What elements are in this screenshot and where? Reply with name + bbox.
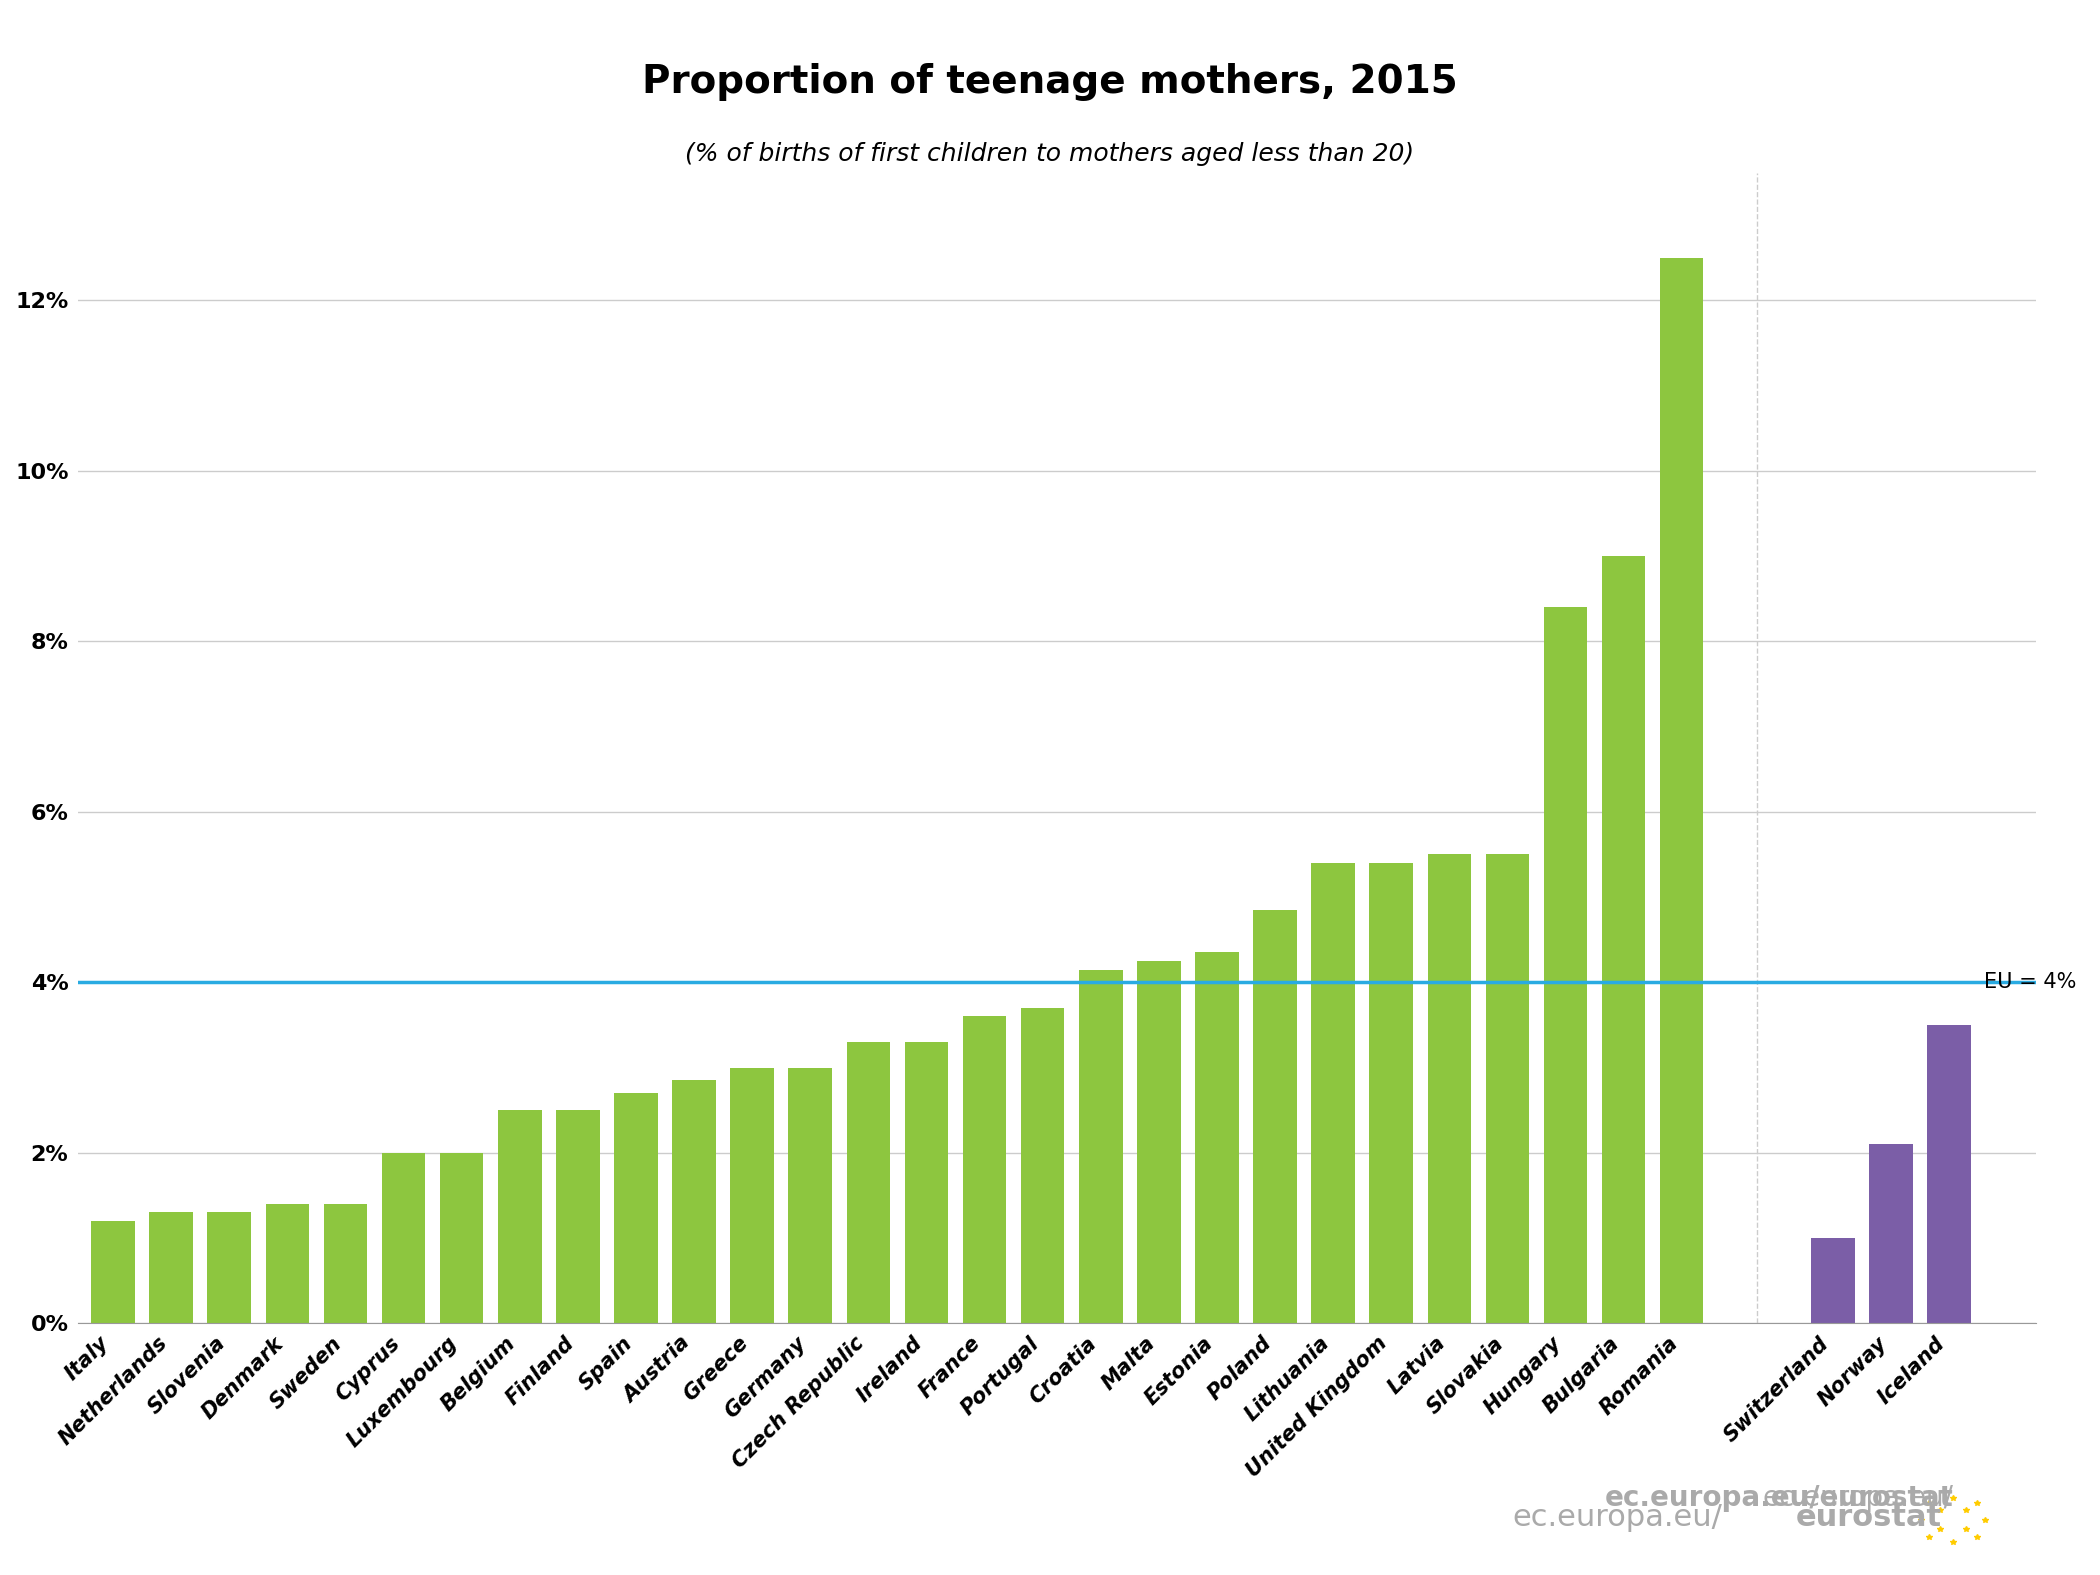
Bar [208, 1213, 252, 1323]
Bar [1079, 970, 1124, 1323]
Bar [382, 1153, 426, 1323]
Bar [788, 1068, 832, 1323]
Bar [905, 1043, 949, 1323]
Text: Proportion of teenage mothers, 2015: Proportion of teenage mothers, 2015 [643, 63, 1457, 101]
Bar [613, 1093, 657, 1323]
Bar [498, 1110, 542, 1323]
Bar [1485, 855, 1529, 1323]
Bar [1659, 258, 1703, 1323]
Bar [149, 1213, 193, 1323]
Bar [1136, 961, 1180, 1323]
Bar [1195, 953, 1239, 1323]
Bar [1369, 863, 1413, 1323]
Text: ec.europa.eu/eurostat: ec.europa.eu/eurostat [1604, 1484, 1953, 1512]
Bar [1810, 1238, 1854, 1323]
Bar [1544, 608, 1588, 1323]
Bar [1869, 1145, 1913, 1323]
Bar [1310, 863, 1355, 1323]
Bar [1254, 910, 1298, 1323]
Bar [731, 1068, 775, 1323]
Bar [265, 1203, 309, 1323]
Text: eurostat: eurostat [1796, 1504, 1943, 1532]
Bar [962, 1016, 1006, 1323]
Bar [1928, 1025, 1970, 1323]
Text: ec.europa.eu/: ec.europa.eu/ [1762, 1484, 1953, 1512]
Bar [1428, 855, 1472, 1323]
Bar [672, 1080, 716, 1323]
Bar [846, 1043, 890, 1323]
Bar [439, 1153, 483, 1323]
Bar [1021, 1008, 1065, 1323]
Bar [1602, 556, 1646, 1323]
Text: EU = 4%: EU = 4% [1984, 972, 2077, 992]
Bar [323, 1203, 367, 1323]
Bar [556, 1110, 601, 1323]
Text: (% of births of first children to mothers aged less than 20): (% of births of first children to mother… [685, 142, 1415, 165]
Bar [90, 1221, 134, 1323]
Text: ec.europa.eu/: ec.europa.eu/ [1512, 1504, 1722, 1532]
